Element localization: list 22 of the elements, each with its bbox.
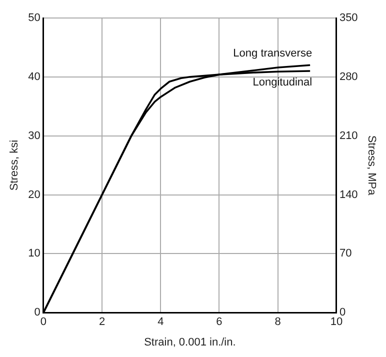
x-axis-title: Strain, 0.001 in./in. [144, 336, 236, 348]
x-tick-label: 8 [274, 316, 281, 328]
y2-tick-label: 280 [339, 70, 358, 83]
x-tick-label: 6 [216, 316, 222, 328]
series-label: Long transverse [233, 48, 312, 60]
y2-axis-title: Stress, MPa [365, 135, 378, 196]
x-tick-label: 2 [98, 316, 106, 328]
y2-tick-label: 0 [339, 306, 346, 319]
y-tick-label: 20 [28, 188, 40, 201]
y2-tick-label: 210 [339, 130, 358, 142]
y-tick-label: 30 [28, 130, 40, 142]
x-tick-label: 10 [330, 316, 343, 328]
y-axis-title: Stress, ksi [8, 140, 21, 191]
y-tick-label: 0 [34, 306, 40, 319]
y-tick-label: 10 [28, 248, 40, 260]
y-tick-label: 40 [28, 70, 40, 83]
series-label: Longitudinal [252, 76, 312, 89]
y2-tick-label: 140 [339, 188, 358, 201]
y2-tick-label: 70 [339, 248, 352, 260]
x-tick-label: 4 [158, 316, 164, 328]
y2-tick-label: 350 [339, 12, 358, 24]
y-tick-label: 50 [28, 12, 40, 24]
